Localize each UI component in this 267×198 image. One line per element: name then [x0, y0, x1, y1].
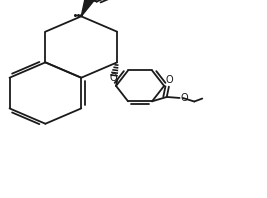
Text: O: O	[181, 93, 189, 103]
Polygon shape	[81, 0, 94, 16]
Text: O: O	[165, 75, 173, 85]
Text: O: O	[109, 73, 117, 83]
